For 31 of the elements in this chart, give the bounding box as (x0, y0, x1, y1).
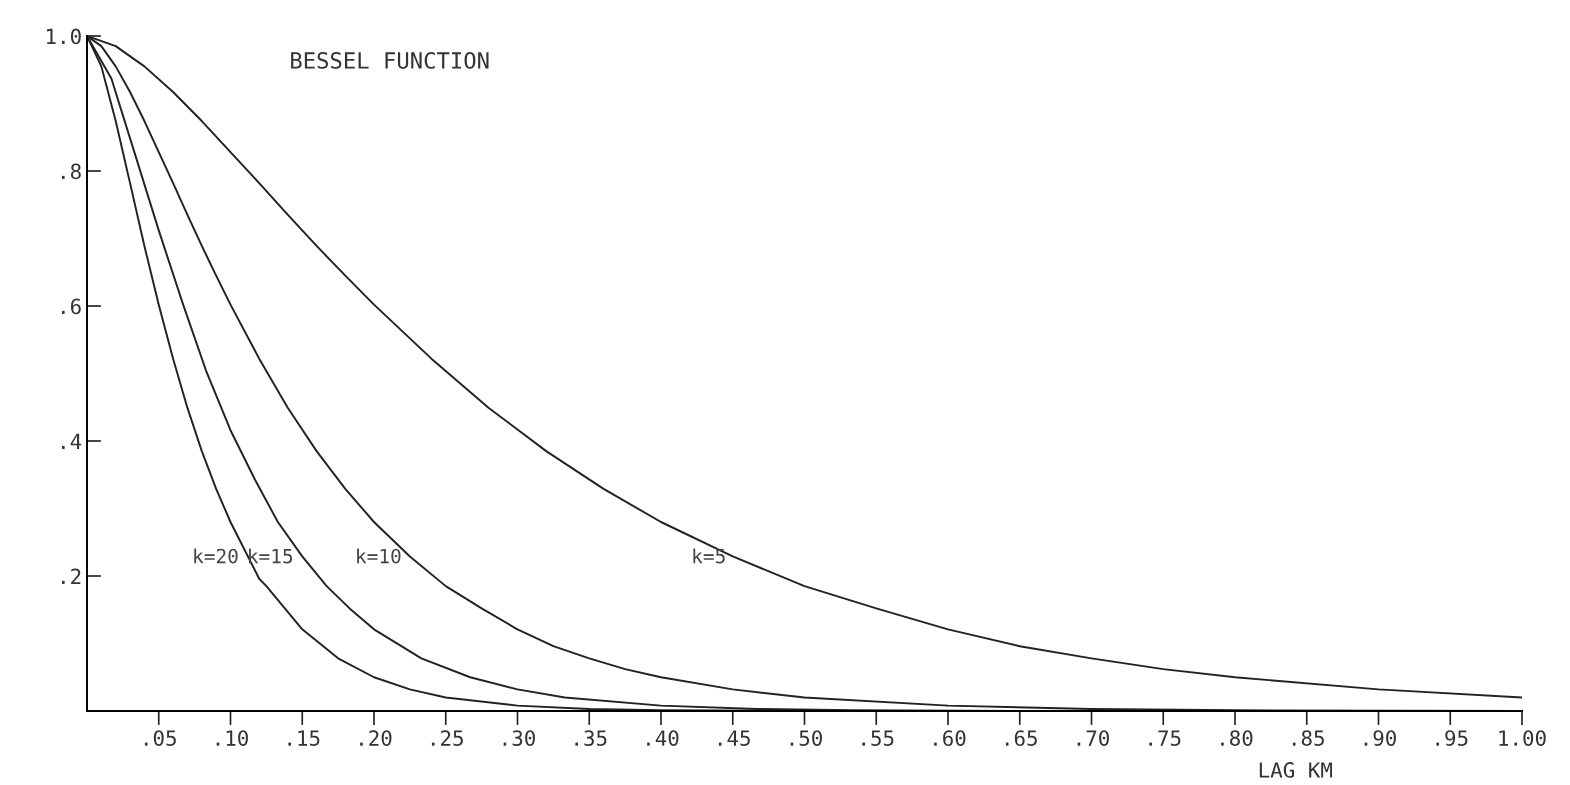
x-tick-label: 1.00 (1499, 730, 1546, 746)
x-tick-label: .85 (1292, 730, 1324, 746)
text: BESSEL FUNCTION (291, 52, 489, 69)
x-tick-label: .20 (360, 730, 392, 746)
x-tick-label: .10 (216, 730, 248, 746)
x-tick-label: .60 (934, 730, 966, 746)
series-label: k=5 (693, 548, 725, 564)
x-tick-label: .15 (288, 730, 320, 746)
x-axis-title: LAG KM (1259, 762, 1332, 778)
series-label: k=20 (194, 548, 238, 564)
x-tick-label: .95 (1436, 730, 1468, 746)
x-tick-label: .75 (1149, 730, 1181, 746)
x-tick-label: .05 (144, 730, 176, 746)
x-tick-label: .50 (790, 730, 822, 746)
y-tick-label: 1.0 (47, 28, 81, 45)
y-tick-label: .2 (62, 568, 81, 584)
x-tick-label: .55 (862, 730, 894, 746)
x-tick-label: .70 (1077, 730, 1109, 746)
x-tick-label: .65 (1005, 730, 1037, 746)
x-tick-label: .80 (1221, 730, 1253, 746)
x-tick-label: .40 (647, 730, 679, 746)
series-label: k=10 (357, 548, 401, 564)
x-tick-label: .45 (718, 730, 750, 746)
y-tick-label: .6 (62, 298, 81, 315)
series-label: k=15 (249, 548, 293, 564)
x-tick-label: .90 (1364, 730, 1396, 746)
x-tick-label: .30 (503, 730, 535, 746)
x-tick-label: .25 (431, 730, 463, 746)
y-tick-label: .8 (62, 163, 81, 180)
x-tick-label: .35 (575, 730, 607, 746)
y-tick-label: .4 (62, 433, 82, 449)
